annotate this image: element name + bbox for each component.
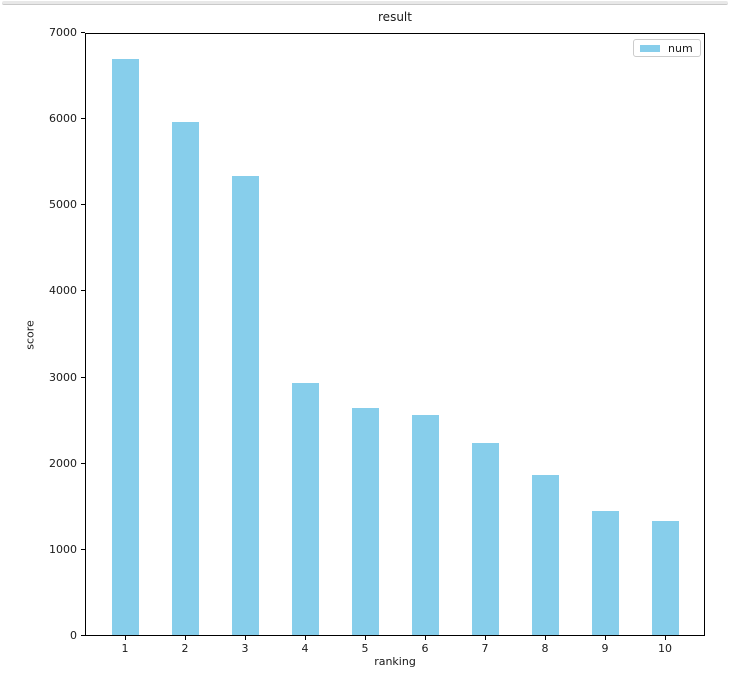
bar-rank-2 bbox=[171, 121, 199, 635]
y-tick-mark bbox=[81, 32, 85, 33]
x-tick-mark bbox=[665, 636, 666, 640]
y-tick-label: 7000 bbox=[49, 26, 77, 39]
bar-rank-10 bbox=[651, 520, 679, 635]
y-tick-mark bbox=[81, 548, 85, 550]
y-tick-label: 1000 bbox=[49, 542, 77, 556]
y-tick-label: 0 bbox=[70, 629, 77, 642]
window-edge-strip bbox=[2, 1, 728, 5]
legend-label: num bbox=[668, 41, 693, 55]
x-tick-mark bbox=[305, 636, 306, 640]
y-axis-label: score bbox=[23, 320, 37, 350]
x-axis-label: ranking bbox=[374, 655, 416, 668]
x-tick-label: 1 bbox=[121, 642, 129, 655]
legend: num bbox=[633, 39, 701, 57]
y-tick-mark bbox=[81, 376, 85, 378]
y-tick-mark bbox=[81, 290, 85, 292]
y-tick-mark bbox=[81, 635, 85, 636]
chart-title: result bbox=[378, 10, 412, 24]
y-tick-mark bbox=[81, 204, 85, 206]
x-tick-mark bbox=[245, 636, 246, 640]
x-tick-label: 5 bbox=[361, 642, 369, 655]
x-tick-mark bbox=[425, 636, 426, 640]
x-tick-label: 4 bbox=[301, 642, 309, 655]
bar-rank-9 bbox=[591, 510, 619, 635]
x-tick-label: 10 bbox=[658, 642, 672, 655]
bar-rank-4 bbox=[291, 382, 319, 635]
y-tick-mark bbox=[81, 118, 85, 120]
x-tick-label: 3 bbox=[241, 642, 249, 655]
x-tick-mark bbox=[545, 636, 546, 640]
x-tick-mark bbox=[365, 636, 366, 640]
bar-rank-7 bbox=[471, 442, 499, 635]
y-tick-mark bbox=[81, 462, 85, 464]
y-tick-label: 5000 bbox=[49, 198, 77, 212]
x-tick-label: 6 bbox=[421, 642, 429, 655]
bar-rank-3 bbox=[231, 175, 259, 635]
bar-rank-1 bbox=[111, 58, 139, 635]
x-tick-mark bbox=[185, 636, 186, 640]
bar-rank-5 bbox=[351, 408, 379, 635]
x-tick-label: 7 bbox=[481, 642, 489, 655]
y-tick-label: 4000 bbox=[49, 284, 77, 298]
x-tick-label: 2 bbox=[181, 642, 189, 655]
x-tick-label: 9 bbox=[601, 642, 609, 655]
y-tick-label: 3000 bbox=[49, 370, 77, 384]
y-tick-label: 6000 bbox=[49, 112, 77, 126]
x-tick-mark bbox=[605, 636, 606, 640]
x-tick-mark bbox=[125, 636, 126, 640]
legend-swatch-icon bbox=[640, 44, 660, 52]
bar-rank-6 bbox=[411, 415, 439, 635]
x-tick-mark bbox=[485, 636, 486, 640]
bar-rank-8 bbox=[531, 474, 559, 635]
x-tick-label: 8 bbox=[541, 642, 549, 655]
y-tick-label: 2000 bbox=[49, 456, 77, 470]
